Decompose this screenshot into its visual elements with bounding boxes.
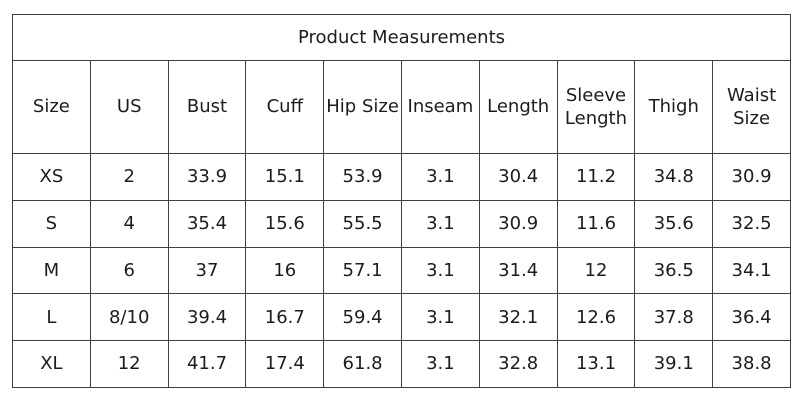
cell-inseam-xl: 3.1 bbox=[400, 340, 480, 388]
cell-waist-size-s: 32.5 bbox=[712, 199, 791, 248]
cell-size-m: M bbox=[12, 246, 91, 295]
column-header-waist-size: Waist Size bbox=[712, 60, 791, 154]
cell-thigh-l: 37.8 bbox=[634, 293, 714, 342]
column-header-row: Size US Bust Cuff Hip Size Inseam Length Sleeve… bbox=[12, 60, 791, 154]
cell-cuff-m: 16 bbox=[245, 246, 325, 295]
cell-waist-size-l: 36.4 bbox=[712, 293, 791, 342]
cell-sleeve-length-m: 12 bbox=[556, 246, 636, 295]
column-header-thigh: Thigh bbox=[634, 60, 714, 154]
cell-hip-size-xl: 61.8 bbox=[323, 340, 402, 388]
cell-length-xs: 30.4 bbox=[478, 153, 558, 201]
cell-cuff-xl: 17.4 bbox=[245, 340, 325, 388]
cell-waist-size-xs: 30.9 bbox=[712, 153, 791, 201]
cell-hip-size-l: 59.4 bbox=[323, 293, 402, 342]
cell-bust-s: 35.4 bbox=[167, 199, 247, 248]
product-measurements-table: Product Measurements Size US Bust Cuff Hip S… bbox=[12, 14, 791, 388]
column-header-cuff: Cuff bbox=[245, 60, 325, 154]
cell-us-xs: 2 bbox=[89, 153, 169, 201]
cell-sleeve-length-xl: 13.1 bbox=[556, 340, 636, 388]
cell-thigh-m: 36.5 bbox=[634, 246, 714, 295]
cell-length-s: 30.9 bbox=[478, 199, 558, 248]
cell-cuff-s: 15.6 bbox=[245, 199, 325, 248]
cell-size-l: L bbox=[12, 293, 91, 342]
table-body: XS 2 33.9 15.1 53.9 3.1 30.4 11.2 34.8 30.9 S 4 35.4… bbox=[12, 153, 791, 388]
cell-sleeve-length-xs: 11.2 bbox=[556, 153, 636, 201]
cell-us-s: 4 bbox=[89, 199, 169, 248]
table-row-m: M 6 37 16 57.1 3.1 31.4 12 36.5 34.1 bbox=[12, 246, 791, 295]
column-header-length: Length bbox=[478, 60, 558, 154]
product-measurements-table-container: Product Measurements Size US Bust Cuff Hip S… bbox=[12, 14, 791, 388]
cell-inseam-xs: 3.1 bbox=[400, 153, 480, 201]
cell-sleeve-length-s: 11.6 bbox=[556, 199, 636, 248]
cell-inseam-l: 3.1 bbox=[400, 293, 480, 342]
cell-hip-size-xs: 53.9 bbox=[323, 153, 402, 201]
cell-length-xl: 32.8 bbox=[478, 340, 558, 388]
table-title-row: Product Measurements bbox=[12, 14, 791, 61]
cell-size-xs: XS bbox=[12, 153, 91, 201]
cell-us-xl: 12 bbox=[89, 340, 169, 388]
column-header-bust: Bust bbox=[167, 60, 247, 154]
cell-bust-xs: 33.9 bbox=[167, 153, 247, 201]
cell-inseam-s: 3.1 bbox=[400, 199, 480, 248]
column-header-hip-size: Hip Size bbox=[323, 60, 402, 154]
table-row-l: L 8/10 39.4 16.7 59.4 3.1 32.1 12.6 37.8 36.4 bbox=[12, 293, 791, 342]
cell-length-l: 32.1 bbox=[478, 293, 558, 342]
cell-hip-size-m: 57.1 bbox=[323, 246, 402, 295]
cell-bust-l: 39.4 bbox=[167, 293, 247, 342]
cell-bust-xl: 41.7 bbox=[167, 340, 247, 388]
cell-thigh-s: 35.6 bbox=[634, 199, 714, 248]
column-header-sleeve-length: Sleeve Length bbox=[556, 60, 636, 154]
cell-waist-size-xl: 38.8 bbox=[712, 340, 791, 388]
table-row-xl: XL 12 41.7 17.4 61.8 3.1 32.8 13.1 39.1 38.8 bbox=[12, 340, 791, 388]
cell-us-l: 8/10 bbox=[89, 293, 169, 342]
column-header-inseam: Inseam bbox=[400, 60, 480, 154]
cell-length-m: 31.4 bbox=[478, 246, 558, 295]
cell-cuff-l: 16.7 bbox=[245, 293, 325, 342]
cell-us-m: 6 bbox=[89, 246, 169, 295]
column-header-us: US bbox=[89, 60, 169, 154]
cell-thigh-xs: 34.8 bbox=[634, 153, 714, 201]
cell-bust-m: 37 bbox=[167, 246, 247, 295]
column-header-size: Size bbox=[12, 60, 91, 154]
cell-sleeve-length-l: 12.6 bbox=[556, 293, 636, 342]
table-row-xs: XS 2 33.9 15.1 53.9 3.1 30.4 11.2 34.8 30.9 bbox=[12, 153, 791, 201]
cell-size-s: S bbox=[12, 199, 91, 248]
cell-cuff-xs: 15.1 bbox=[245, 153, 325, 201]
cell-thigh-xl: 39.1 bbox=[634, 340, 714, 388]
cell-inseam-m: 3.1 bbox=[400, 246, 480, 295]
table-row-s: S 4 35.4 15.6 55.5 3.1 30.9 11.6 35.6 32.5 bbox=[12, 199, 791, 248]
table-title: Product Measurements bbox=[12, 14, 791, 61]
cell-waist-size-m: 34.1 bbox=[712, 246, 791, 295]
cell-size-xl: XL bbox=[12, 340, 91, 388]
cell-hip-size-s: 55.5 bbox=[323, 199, 402, 248]
